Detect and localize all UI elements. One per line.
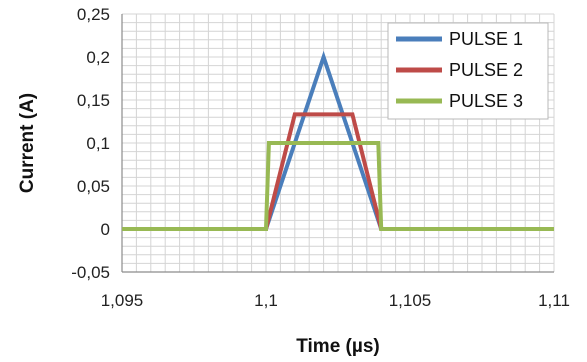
x-tick-labels: 1,095 1,1 1,105 1,11 bbox=[101, 291, 570, 310]
x-tick-label: 1,105 bbox=[389, 291, 432, 310]
legend-label: PULSE 3 bbox=[449, 91, 523, 111]
x-tick-label: 1,11 bbox=[538, 291, 570, 310]
x-axis-title: Time (µs) bbox=[296, 336, 379, 357]
y-tick-label: 0,05 bbox=[77, 177, 110, 196]
y-tick-label: 0,2 bbox=[86, 48, 110, 67]
legend-label: PULSE 2 bbox=[449, 60, 523, 80]
y-tick-label: -0,05 bbox=[71, 263, 110, 282]
y-axis-title: Current (A) bbox=[17, 93, 38, 193]
series-lines bbox=[122, 50, 554, 231]
y-tick-label: 0,1 bbox=[86, 134, 110, 153]
legend-label: PULSE 1 bbox=[449, 29, 523, 49]
y-tick-label: 0,25 bbox=[77, 5, 110, 24]
x-tick-label: 1,095 bbox=[101, 291, 144, 310]
y-tick-labels: 0,25 0,2 0,15 0,1 0,05 0 -0,05 bbox=[71, 5, 110, 282]
series-line-pulse-3 bbox=[122, 141, 554, 231]
y-tick-label: 0 bbox=[101, 220, 110, 239]
legend: PULSE 1 PULSE 2 PULSE 3 bbox=[387, 22, 549, 120]
y-tick-label: 0,15 bbox=[77, 91, 110, 110]
x-tick-label: 1,1 bbox=[254, 291, 278, 310]
